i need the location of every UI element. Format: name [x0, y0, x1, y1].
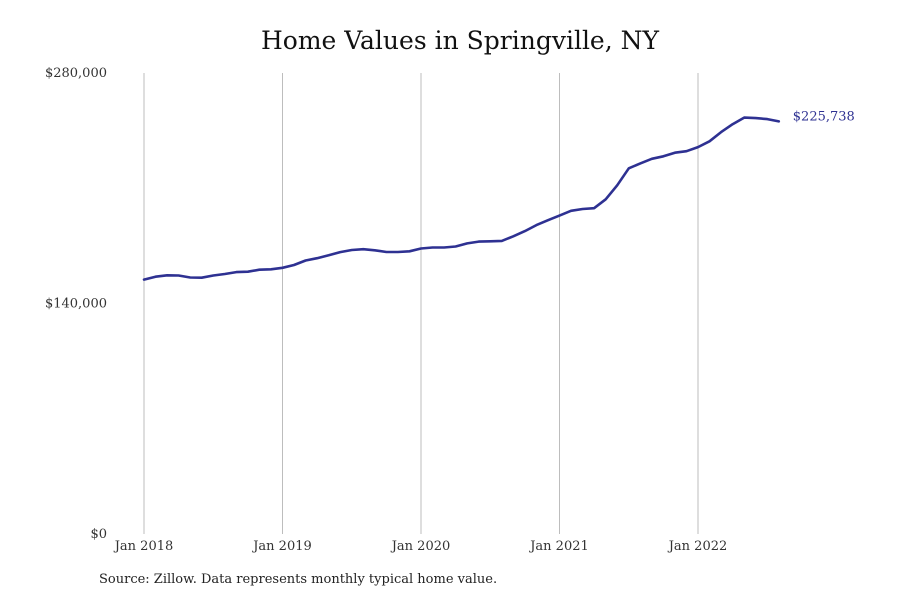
y-tick-label: $140,000 — [45, 297, 107, 312]
source-note: Source: Zillow. Data represents monthly … — [99, 572, 498, 587]
x-tick-label: Jan 2022 — [667, 539, 728, 554]
y-axis-ticks: $0 $140,000 $280,000 — [45, 66, 107, 542]
x-axis-ticks: Jan 2018 Jan 2019 Jan 2020 Jan 2021 Jan 2022 — [113, 539, 728, 554]
y-tick-label: $280,000 — [45, 66, 107, 81]
series-line — [142, 116, 781, 281]
series-layer: $225,738 — [142, 109, 855, 281]
gridlines — [143, 73, 699, 534]
x-tick-label: Jan 2019 — [251, 539, 312, 554]
x-tick-label: Jan 2021 — [528, 539, 589, 554]
x-tick-label: Jan 2018 — [113, 539, 174, 554]
x-tick-label: Jan 2020 — [390, 539, 451, 554]
end-value-label: $225,738 — [793, 109, 855, 124]
chart-title: Home Values in Springville, NY — [260, 26, 660, 55]
y-tick-label: $0 — [90, 527, 107, 542]
